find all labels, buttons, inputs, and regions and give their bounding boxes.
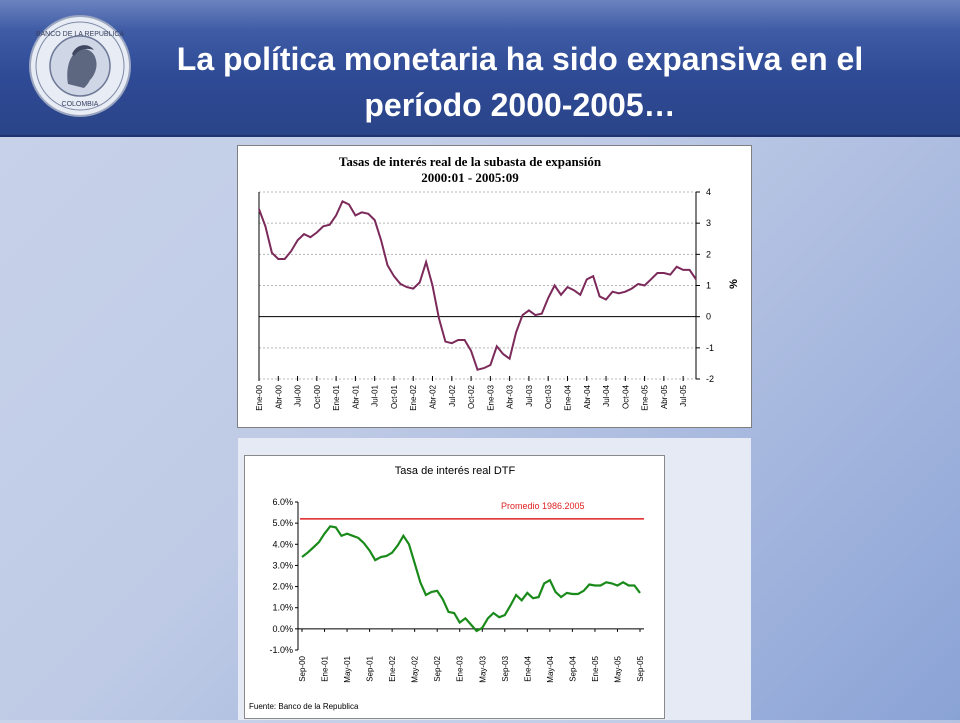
chart2-xtick-label: Sep-05 (636, 655, 645, 681)
chart2-xtick-label: Ene-01 (321, 655, 330, 681)
chart2-xtick-label: Ene-03 (456, 655, 465, 681)
chart1-xtick-label: Ene-00 (255, 384, 264, 410)
chart2-xtick-label: Ene-05 (591, 655, 600, 681)
chart1-xtick-label: Ene-04 (563, 384, 572, 410)
chart1-xtick-label: Ene-02 (409, 384, 418, 410)
slide-title: La política monetaria ha sido expansiva … (176, 41, 864, 123)
chart1-subtitle: 2000:01 - 2005:09 (421, 170, 519, 185)
chart1-xtick-label: Oct-02 (467, 384, 476, 409)
chart2-ytick-label: -1.0% (269, 645, 293, 655)
chart-dtf-panel: Tasa de interés real DTF Promedio 1986.2… (244, 455, 665, 719)
chart1-xtick-label: Jul-05 (679, 384, 688, 406)
chart1-ytick-label: -2 (706, 374, 714, 384)
chart1-xtick-label: Abr-01 (351, 384, 360, 409)
chart2-title: Tasa de interés real DTF (395, 465, 516, 477)
chart1-xtick-label: Abr-02 (429, 384, 438, 409)
chart1-xtick-label: Abr-03 (506, 384, 515, 409)
chart1-xtick-label: Ene-01 (332, 384, 341, 410)
chart1-xtick-label: Jul-01 (371, 384, 380, 406)
chart-dtf-svg: Tasa de interés real DTF Promedio 1986.2… (249, 465, 645, 711)
banco-republica-logo: BANCO DE LA REPUBLICA COLOMBIA (29, 15, 131, 117)
chart2-xtick-label: Ene-04 (523, 655, 532, 681)
chart1-xtick-label: Oct-03 (544, 384, 553, 409)
chart2-ytick-label: 2.0% (272, 582, 293, 592)
chart2-xtick-label: Sep-02 (433, 655, 442, 681)
chart2-ytick-label: 6.0% (272, 497, 293, 507)
chart2-ytick-label: 1.0% (272, 603, 293, 613)
chart2-ytick-label: 3.0% (272, 560, 293, 570)
chart1-ytick-label: -1 (706, 343, 714, 353)
chart1-xtick-label: Jul-03 (525, 384, 534, 406)
chart2-xtick-label: Sep-03 (501, 655, 510, 681)
chart-subasta-svg: Tasas de interés real de la subasta de e… (255, 154, 740, 411)
title-banner (0, 0, 960, 137)
chart2-xtick-label: Ene-02 (388, 655, 397, 681)
chart2-xtick-label: May-04 (546, 655, 555, 682)
chart2-xtick-label: May-01 (343, 655, 352, 682)
chart1-xtick-label: Ene-03 (486, 384, 495, 410)
chart1-ytick-label: 3 (706, 218, 711, 228)
chart1-xtick-label: Oct-00 (313, 384, 322, 409)
chart1-ytick-label: 1 (706, 281, 711, 291)
logo-text-top: BANCO DE LA REPUBLICA (36, 31, 125, 38)
chart2-ytick-label: 4.0% (272, 539, 293, 549)
logo-text-bottom: COLOMBIA (62, 101, 99, 108)
chart1-xtick-label: Abr-00 (274, 384, 283, 409)
chart1-xtick-label: Ene-05 (641, 384, 650, 410)
chart1-xtick-label: Jul-04 (602, 384, 611, 406)
chart1-ytick-label: 4 (706, 187, 711, 197)
chart2-xtick-label: May-02 (411, 655, 420, 682)
chart1-ytick-label: 0 (706, 312, 711, 322)
chart-subasta-panel: Tasas de interés real de la subasta de e… (237, 145, 752, 428)
chart2-xtick-label: Sep-01 (366, 655, 375, 681)
chart1-xtick-label: Jul-00 (294, 384, 303, 406)
chart2-ytick-label: 0.0% (272, 624, 293, 634)
chart2-xtick-label: Sep-04 (568, 655, 577, 681)
chart1-series-line (258, 199, 697, 371)
chart2-xtick-label: May-05 (613, 655, 622, 682)
chart1-xtick-label: Abr-04 (583, 384, 592, 409)
chart1-ylabel: % (728, 279, 740, 289)
chart2-ytick-label: 5.0% (272, 518, 293, 528)
chart1-xtick-label: Abr-05 (660, 384, 669, 409)
chart2-series-line (301, 525, 641, 633)
chart2-source: Fuente: Banco de la Republica (249, 702, 359, 711)
chart1-xtick-label: Jul-02 (448, 384, 457, 406)
chart2-reference-label: Promedio 1986.2005 (501, 501, 585, 511)
chart1-xtick-label: Oct-01 (390, 384, 399, 409)
chart1-title: Tasas de interés real de la subasta de e… (339, 154, 602, 169)
chart1-xtick-label: Oct-04 (621, 384, 630, 409)
chart1-ytick-label: 2 (706, 249, 711, 259)
chart2-xtick-label: May-03 (478, 655, 487, 682)
chart2-xtick-label: Sep-00 (298, 655, 307, 681)
banner-highlight (0, 0, 960, 30)
